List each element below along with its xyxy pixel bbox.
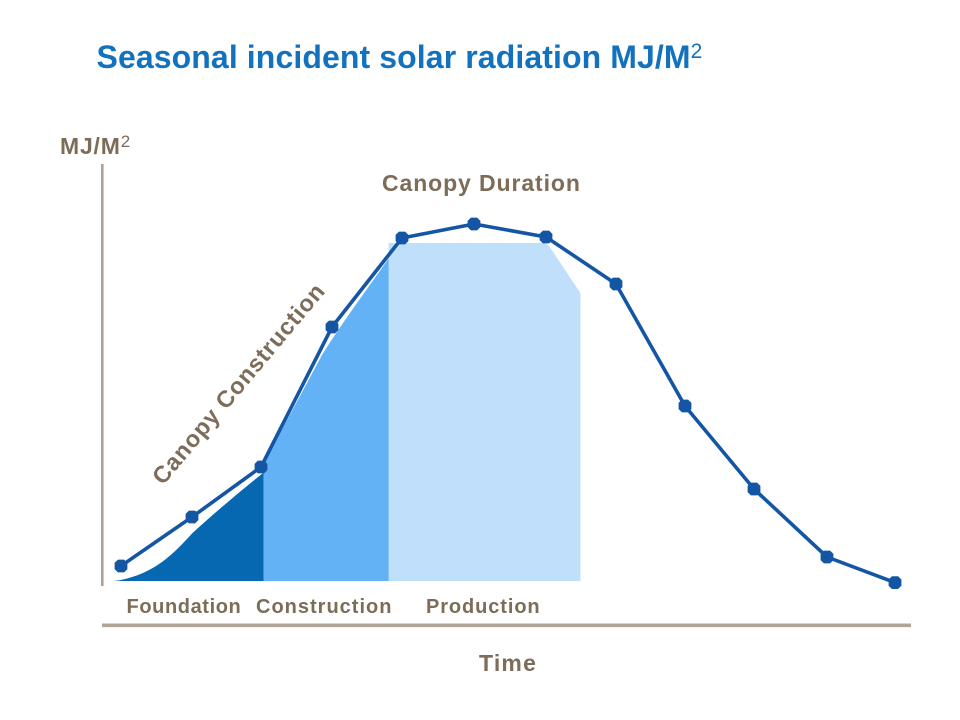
svg-text:Time: Time [479,650,537,676]
svg-text:Seasonal incident solar radiat: Seasonal incident solar radiation MJ/M2 [97,39,703,75]
svg-text:Canopy Duration: Canopy Duration [382,170,581,196]
svg-text:MJ/M2: MJ/M2 [60,132,131,159]
svg-text:Production: Production [426,596,541,618]
svg-text:Construction: Construction [256,596,392,618]
svg-text:Foundation: Foundation [127,596,242,618]
